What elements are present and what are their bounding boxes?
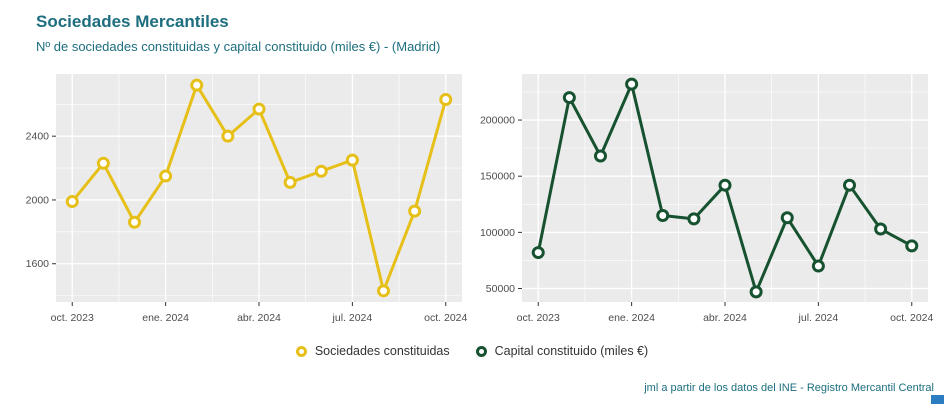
- yellow-circle-marker-icon: [295, 345, 307, 357]
- svg-text:200000: 200000: [480, 115, 515, 127]
- chart-capital-constituido: 50000 100000 150000 200000 oct. 2023 ene. 202…: [480, 74, 934, 324]
- svg-text:ene. 2024: ene. 2024: [142, 312, 189, 324]
- svg-text:150000: 150000: [480, 171, 515, 183]
- legend-label-sociedades: Sociedades constituidas: [314, 344, 450, 358]
- legend: Sociedades constituidas Capital constitu…: [8, 336, 936, 366]
- corner-accent: [931, 395, 944, 404]
- legend-label-capital: Capital constituido (miles €): [494, 344, 649, 358]
- credit-text: jml a partir de los datos del INE - Regi…: [644, 382, 934, 394]
- svg-text:100000: 100000: [480, 227, 515, 239]
- svg-text:50000: 50000: [486, 283, 515, 295]
- svg-text:jul. 2024: jul. 2024: [798, 312, 839, 324]
- charts-row: 1600 2000 2400 oct. 2023 ene. 2024 abr. 2024 j…: [8, 66, 936, 328]
- svg-text:oct. 2024: oct. 2024: [890, 312, 933, 324]
- svg-text:2400: 2400: [26, 131, 50, 143]
- svg-text:1600: 1600: [26, 258, 50, 270]
- page-title: Sociedades Mercantiles: [36, 12, 229, 31]
- svg-text:abr. 2024: abr. 2024: [237, 312, 281, 324]
- report-header: Sociedades Mercantiles Nº de sociedades …: [8, 10, 936, 58]
- legend-item-capital: Capital constituido (miles €): [475, 344, 649, 358]
- svg-text:ene. 2024: ene. 2024: [608, 312, 655, 324]
- svg-text:jul. 2024: jul. 2024: [332, 312, 373, 324]
- svg-text:oct. 2023: oct. 2023: [517, 312, 560, 324]
- svg-text:oct. 2023: oct. 2023: [51, 312, 94, 324]
- svg-text:oct. 2024: oct. 2024: [424, 312, 467, 324]
- chart-sociedades-constituidas: 1600 2000 2400 oct. 2023 ene. 2024 abr. 2024 j…: [26, 74, 468, 324]
- svg-text:2000: 2000: [26, 194, 50, 206]
- svg-text:abr. 2024: abr. 2024: [703, 312, 747, 324]
- page-subtitle: Nº de sociedades constituidas y capital …: [36, 39, 441, 54]
- legend-item-sociedades: Sociedades constituidas: [295, 344, 450, 358]
- green-circle-marker-icon: [475, 345, 487, 357]
- footer: jml a partir de los datos del INE - Regi…: [644, 378, 934, 396]
